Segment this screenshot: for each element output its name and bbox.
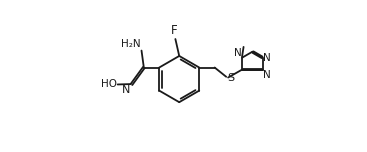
Text: S: S	[227, 73, 234, 83]
Text: N: N	[264, 70, 271, 80]
Text: F: F	[171, 24, 177, 37]
Text: H₂N: H₂N	[121, 39, 141, 49]
Text: HO: HO	[101, 79, 117, 90]
Text: N: N	[234, 48, 242, 58]
Text: N: N	[264, 53, 271, 63]
Text: N: N	[122, 85, 131, 95]
